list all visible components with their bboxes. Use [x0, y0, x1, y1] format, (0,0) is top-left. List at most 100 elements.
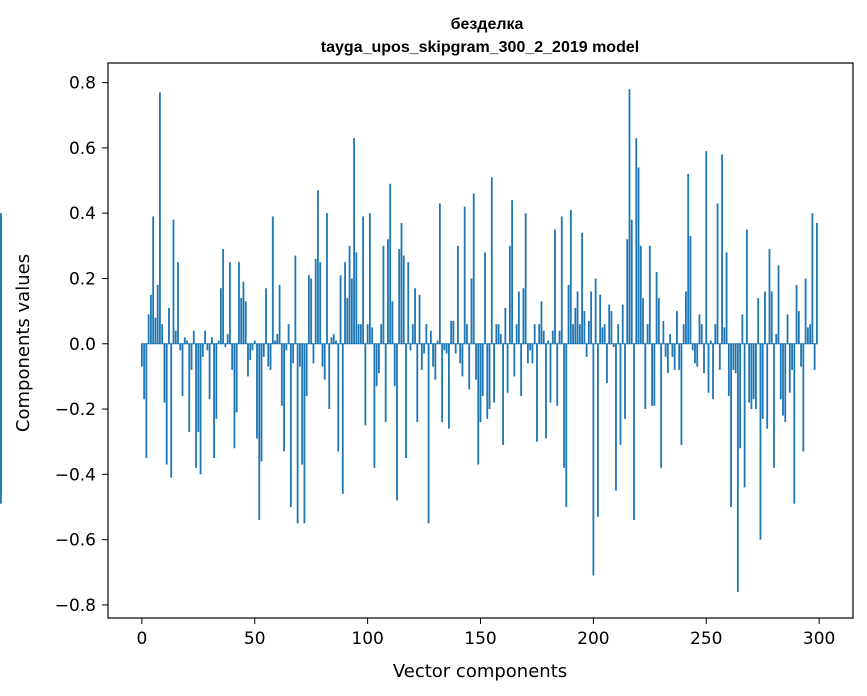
bar — [481, 343, 484, 396]
bar — [660, 343, 663, 468]
bar — [795, 285, 798, 344]
bar — [768, 249, 771, 344]
bar — [775, 333, 778, 344]
bar — [637, 167, 640, 344]
bar — [213, 343, 216, 459]
x-tick-label: 300 — [803, 629, 835, 649]
bar — [621, 304, 624, 344]
bar — [233, 343, 236, 449]
bar — [497, 324, 500, 344]
bar — [732, 343, 735, 370]
bar — [337, 343, 340, 452]
bar — [154, 317, 157, 344]
bar — [764, 291, 766, 344]
bar — [603, 324, 606, 344]
bar — [777, 265, 780, 344]
bar — [477, 343, 480, 465]
y-tick-label: −0.6 — [55, 531, 96, 551]
x-tick-label: 100 — [351, 629, 383, 649]
bar — [427, 343, 430, 524]
bar — [513, 343, 516, 377]
bar — [499, 333, 502, 344]
y-axis: −0.8 −0.6 −0.4 −0.2 0.0 0.2 0.4 0.6 0.8 — [55, 74, 108, 616]
bar — [770, 291, 773, 344]
bar — [730, 343, 732, 507]
bar — [608, 304, 611, 344]
bar — [721, 154, 723, 344]
bar — [624, 343, 626, 419]
bar — [815, 222, 818, 344]
bar — [804, 278, 807, 344]
bar — [687, 174, 690, 344]
bar — [696, 343, 699, 367]
bar — [364, 343, 367, 426]
x-tick-label: 250 — [690, 629, 722, 649]
bar — [635, 138, 638, 344]
bar — [310, 278, 313, 344]
bar — [217, 340, 220, 344]
x-tick-label: 150 — [464, 629, 496, 649]
bar — [506, 343, 509, 393]
bar — [323, 343, 326, 380]
bar — [159, 92, 161, 344]
bar — [0, 291, 2, 344]
bar — [409, 343, 412, 351]
bar — [174, 330, 177, 344]
bar — [472, 193, 475, 344]
bar — [181, 343, 184, 396]
bar — [558, 330, 561, 344]
bar — [662, 320, 665, 344]
plot-area-frame — [107, 62, 854, 619]
bar — [479, 343, 482, 423]
bar — [163, 343, 166, 403]
bar — [547, 340, 550, 344]
bar — [493, 343, 495, 403]
bar — [425, 324, 428, 344]
y-axis-label: Components values — [13, 254, 34, 432]
bar — [572, 324, 574, 344]
bar — [405, 343, 407, 459]
bar — [332, 333, 335, 344]
bar — [256, 343, 258, 439]
bar — [355, 252, 358, 344]
bar — [454, 343, 457, 354]
bar — [346, 298, 349, 344]
bar — [373, 343, 376, 468]
bar — [757, 298, 760, 344]
bar — [463, 206, 466, 344]
bar — [694, 343, 696, 364]
bar — [197, 343, 200, 432]
bar — [676, 311, 678, 344]
bar — [393, 343, 396, 387]
bar — [788, 343, 791, 393]
bar — [271, 216, 274, 344]
bar — [283, 343, 285, 452]
bar — [253, 340, 256, 344]
bar — [407, 262, 410, 344]
bar — [727, 343, 730, 396]
bar — [156, 285, 159, 344]
bar — [0, 222, 2, 344]
bar — [556, 343, 559, 406]
bar — [682, 324, 685, 344]
bar — [646, 324, 649, 344]
bar — [368, 213, 371, 344]
bar — [743, 343, 746, 488]
bar — [484, 252, 486, 344]
bar — [267, 343, 270, 367]
bar — [592, 343, 595, 576]
bar — [244, 301, 247, 344]
bar — [797, 311, 800, 344]
bar — [533, 324, 536, 344]
bar — [734, 343, 737, 374]
bar — [260, 343, 263, 462]
bar — [517, 291, 520, 344]
bar — [452, 320, 455, 344]
bar — [761, 343, 764, 419]
bar — [278, 285, 281, 344]
bar — [247, 343, 249, 377]
bar — [292, 343, 295, 364]
bar — [188, 343, 191, 432]
bar — [287, 324, 290, 344]
